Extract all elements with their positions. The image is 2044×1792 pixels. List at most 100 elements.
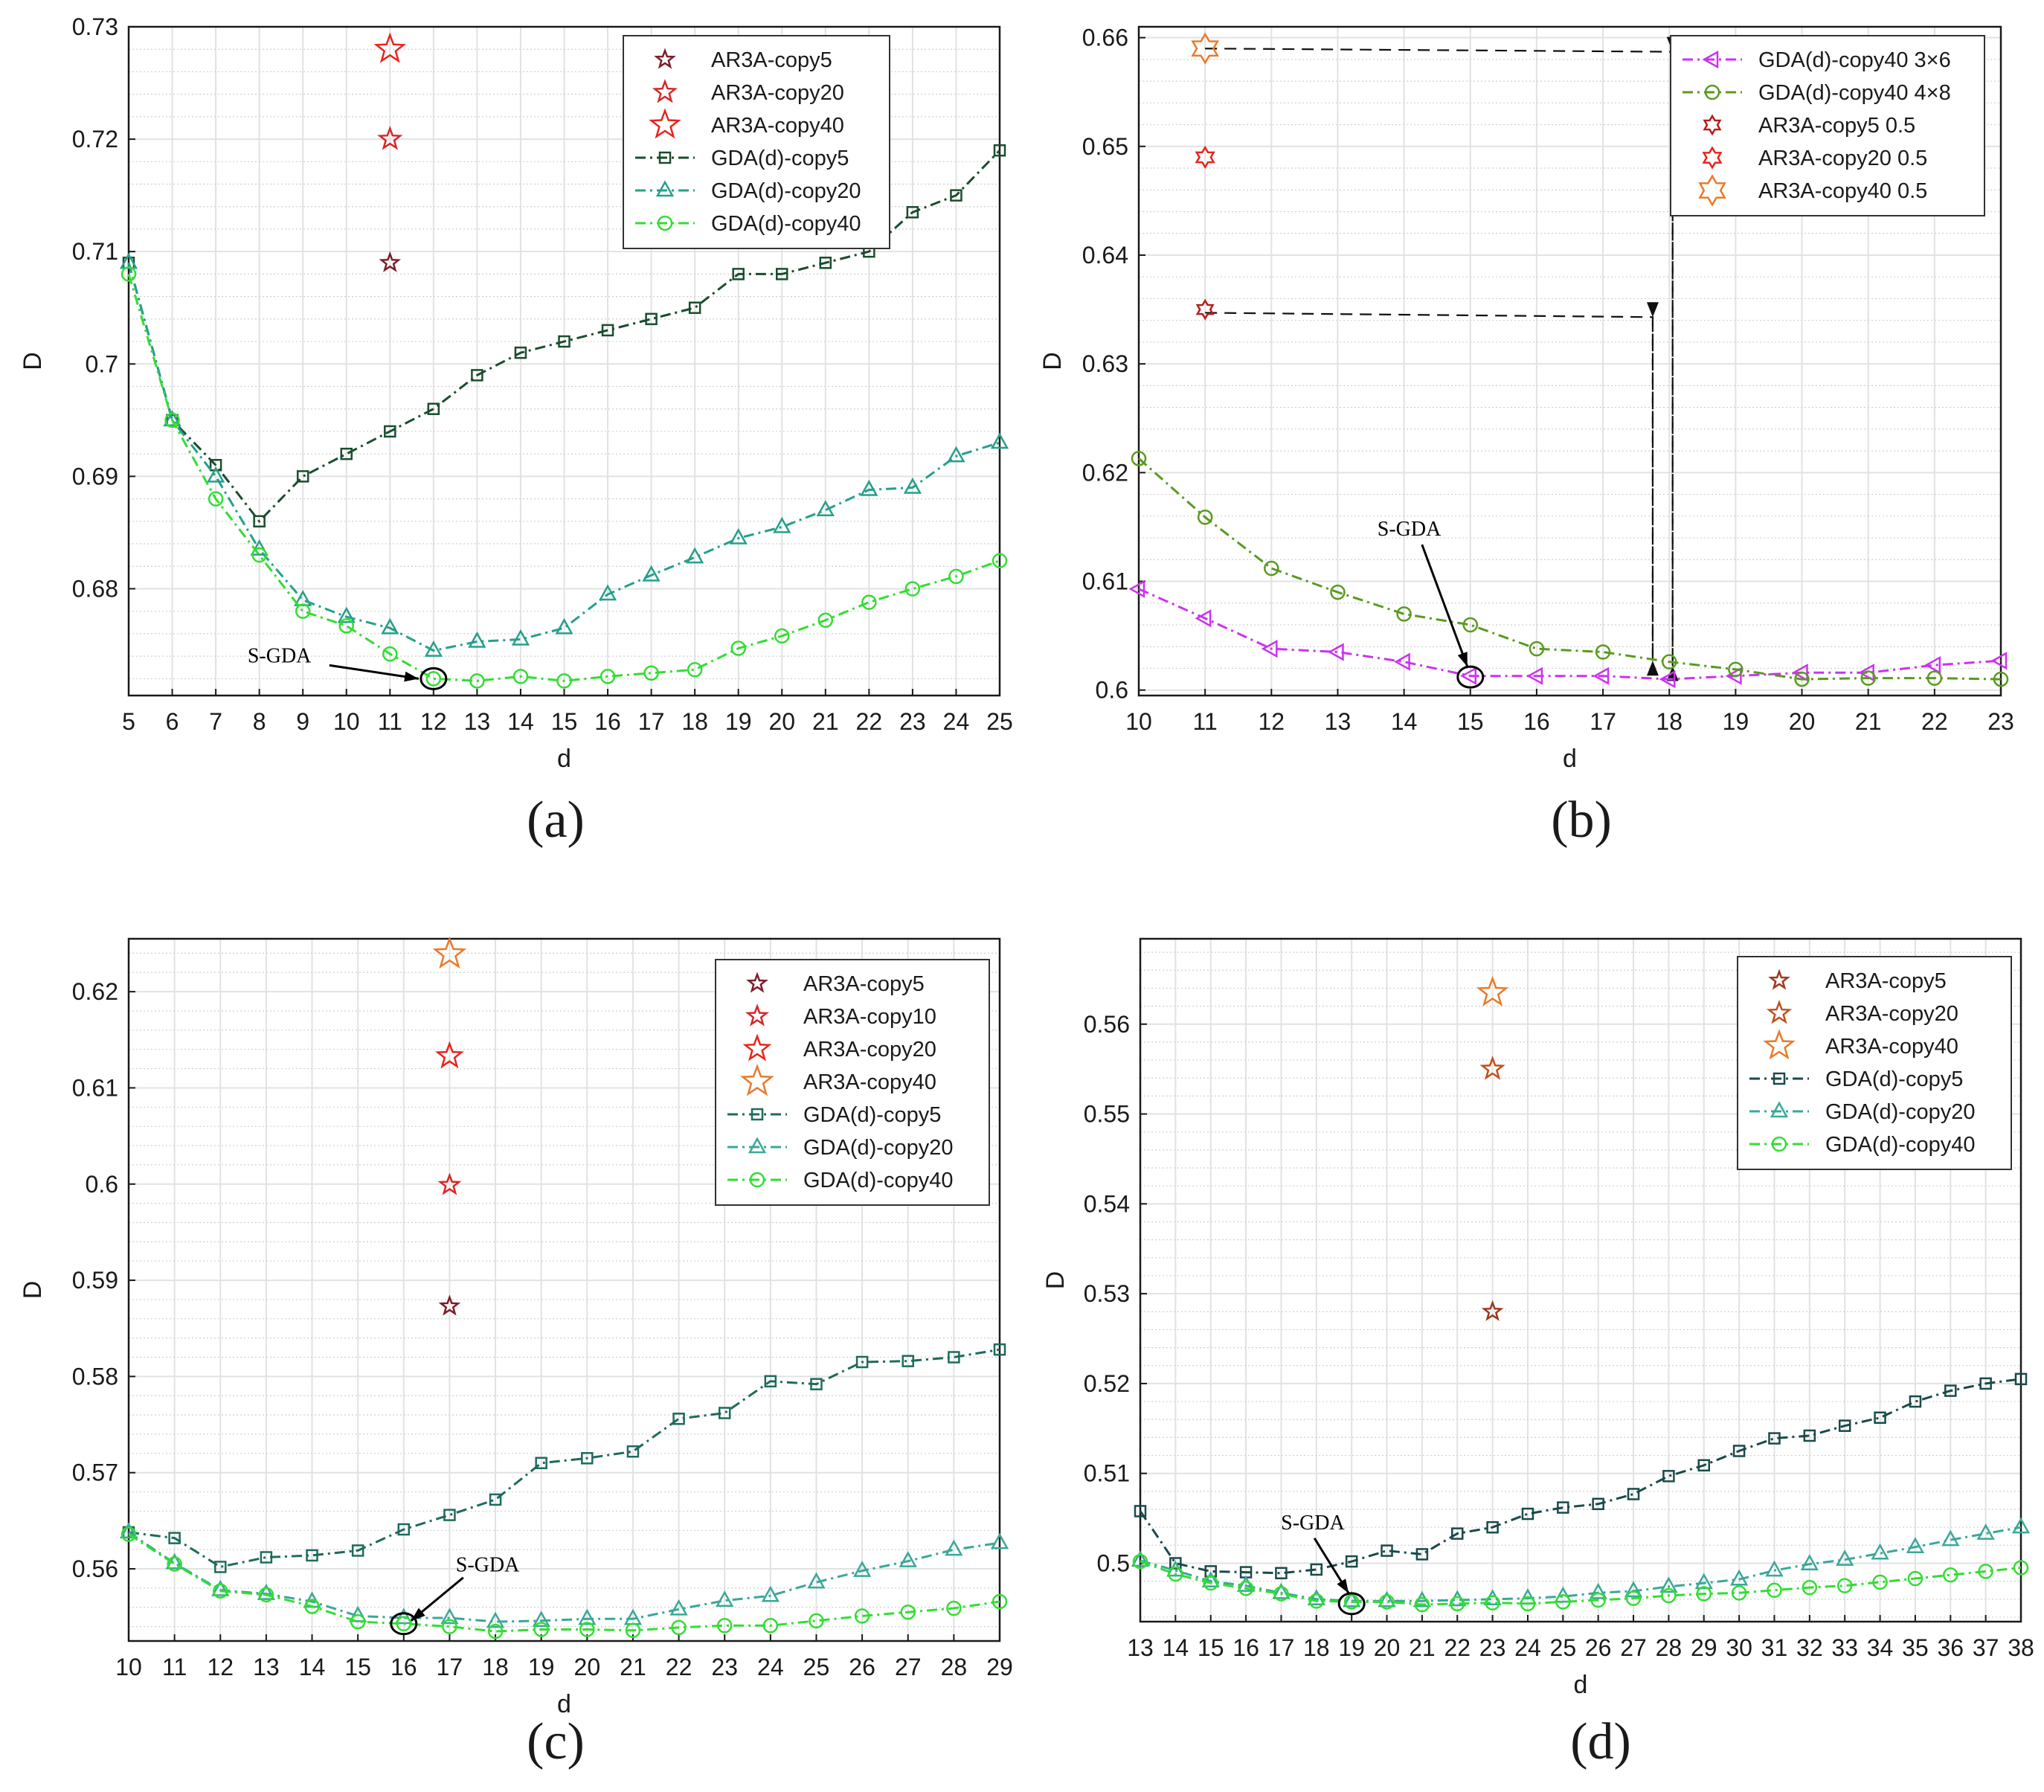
x-tick-label: 22 xyxy=(856,708,883,735)
data-point xyxy=(688,301,701,314)
data-point xyxy=(990,432,1009,449)
x-axis-label: d xyxy=(557,1690,571,1718)
x-tick-label: 20 xyxy=(1374,1634,1401,1661)
data-point xyxy=(1450,1527,1464,1540)
data-point xyxy=(1941,1529,1960,1547)
data-point xyxy=(601,324,614,337)
x-tick-label: 18 xyxy=(1303,1634,1330,1661)
data-point xyxy=(471,369,483,382)
data-point xyxy=(1909,1395,1922,1408)
data-point xyxy=(295,603,311,619)
data-point xyxy=(1462,617,1479,633)
highlight-ellipse xyxy=(390,1612,418,1636)
legend-item: GDA(d)-copy40 4×8 xyxy=(1683,81,1951,105)
x-tick-label: 28 xyxy=(941,1654,968,1680)
y-tick-label: 0.53 xyxy=(1084,1280,1130,1307)
data-point xyxy=(469,673,485,689)
legend-marker xyxy=(742,1033,772,1062)
data-point xyxy=(1944,1384,1957,1397)
x-tick-label: 24 xyxy=(757,1654,784,1680)
x-tick-label: 12 xyxy=(207,1654,234,1680)
data-point xyxy=(209,459,222,472)
legend-label: GDA(d)-copy20 xyxy=(803,1136,953,1160)
legend-item: GDA(d)-copy20 xyxy=(635,179,861,203)
data-point xyxy=(686,547,704,564)
data-point xyxy=(902,1355,914,1367)
legend-marker xyxy=(1766,999,1793,1024)
x-tick-label: 25 xyxy=(986,708,1013,735)
data-point xyxy=(468,631,486,648)
y-tick-label: 0.66 xyxy=(1082,25,1128,51)
data-point xyxy=(904,581,921,597)
x-tick-label: 12 xyxy=(420,708,447,735)
data-point xyxy=(672,1413,685,1425)
data-point xyxy=(1308,1593,1325,1609)
data-point xyxy=(208,491,224,507)
legend-item: AR3A-copy5 xyxy=(654,48,832,72)
data-point xyxy=(1529,640,1545,657)
legend: AR3A-copy5 AR3A-copy10 AR3A-copy20 AR3A-cop… xyxy=(715,959,990,1206)
legend-item: AR3A-copy20 0.5 xyxy=(1702,146,1927,170)
data-point xyxy=(1589,1582,1607,1599)
data-point xyxy=(1195,145,1215,170)
legend-marker xyxy=(1771,1136,1787,1152)
data-point xyxy=(533,1622,549,1637)
x-tick-labels: 10 11 12 13 14 15 16 17 18 19 20 21 22 23 xyxy=(1125,689,2014,735)
data-point xyxy=(1803,1429,1816,1442)
x-tick-label: 31 xyxy=(1761,1634,1788,1661)
data-point xyxy=(810,1378,823,1390)
series-ar3a-copy40 xyxy=(1476,975,1509,1006)
legend-item: GDA(d)-copy20 xyxy=(727,1136,953,1160)
data-point xyxy=(1767,1582,1782,1598)
data-point xyxy=(1978,1564,1993,1579)
data-point xyxy=(253,515,266,528)
y-tick-label: 0.71 xyxy=(72,238,118,265)
x-tick-label: 20 xyxy=(1789,708,1816,735)
series-line xyxy=(1138,588,2002,681)
data-point xyxy=(424,640,443,657)
data-point xyxy=(1486,1520,1499,1534)
data-point xyxy=(432,936,467,969)
y-tick-label: 0.5 xyxy=(1097,1549,1130,1576)
data-point xyxy=(855,1355,869,1369)
panel-caption: (b) xyxy=(1551,791,1612,849)
arrow-head xyxy=(1646,661,1659,676)
x-tick-label: 17 xyxy=(1590,708,1616,735)
x-tick-label: 11 xyxy=(162,1654,187,1680)
data-point xyxy=(1725,667,1742,685)
x-tick-label: 35 xyxy=(1902,1634,1929,1661)
y-tick-label: 0.52 xyxy=(1084,1370,1130,1397)
data-point xyxy=(340,447,353,460)
chart-b: 10 11 12 13 14 15 16 17 18 19 20 21 22 230.60.610.620… xyxy=(1038,25,2014,849)
legend-marker xyxy=(1768,969,1790,990)
data-point xyxy=(579,1622,595,1637)
x-tick-label: 13 xyxy=(1325,708,1352,735)
legend-item: AR3A-copy40 0.5 xyxy=(1698,174,1927,207)
x-tick-label: 21 xyxy=(1409,1634,1436,1661)
y-tick-label: 0.54 xyxy=(1084,1190,1130,1217)
data-point xyxy=(120,1526,137,1542)
legend-marker xyxy=(1698,174,1726,207)
x-tick-label: 12 xyxy=(1259,708,1285,735)
legend-label: AR3A-copy5 xyxy=(711,48,832,72)
series-ar3a-copy5 xyxy=(438,1294,461,1316)
annotation-arrow-head xyxy=(1457,652,1468,667)
series-ar3a-copy5 xyxy=(1481,1300,1504,1321)
data-point xyxy=(1520,1596,1536,1612)
x-tick-labels: 10 11 12 13 14 15 16 17 18 19 20 21 22 23 24 25 26 27 28 29 xyxy=(115,1634,1013,1680)
data-point xyxy=(1732,1445,1746,1457)
y-tick-labels: 0.5 0.51 0.52 0.53 0.54 0.55 0.56 xyxy=(1084,1011,1147,1576)
annotation-arrow xyxy=(1421,544,1469,667)
data-point xyxy=(762,1618,779,1634)
data-point xyxy=(1195,298,1215,321)
legend-box xyxy=(623,35,890,249)
x-tick-label: 16 xyxy=(594,708,621,735)
x-tick-label: 6 xyxy=(166,708,179,735)
data-point xyxy=(382,646,398,662)
data-point xyxy=(730,640,746,656)
axes-box xyxy=(1137,25,2002,697)
data-point xyxy=(776,268,788,280)
series-ar3a-copy5 xyxy=(379,251,402,272)
data-point xyxy=(1479,1056,1505,1080)
x-tick-label: 10 xyxy=(1125,708,1152,735)
